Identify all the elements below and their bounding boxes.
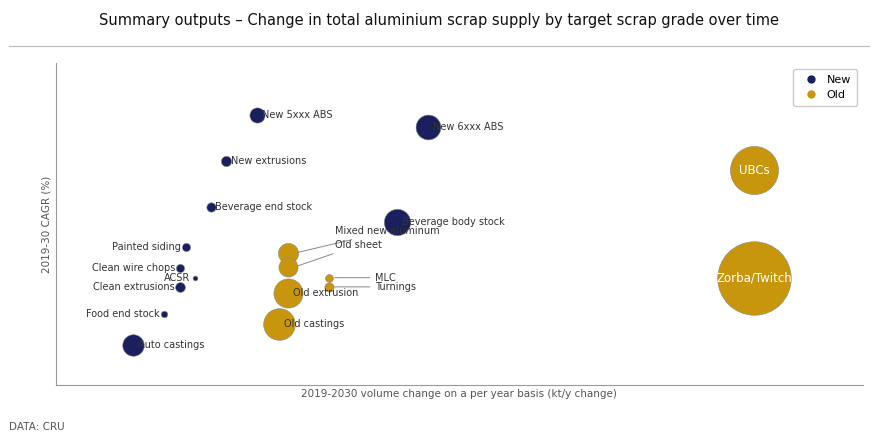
Point	[250, 112, 264, 119]
Point	[282, 250, 296, 257]
Point	[173, 283, 187, 290]
Point	[173, 265, 187, 272]
Text: Old extrusion: Old extrusion	[293, 288, 358, 298]
Point	[282, 290, 296, 296]
Text: UBCs: UBCs	[738, 164, 769, 177]
Text: New 6xxx ABS: New 6xxx ABS	[432, 123, 503, 133]
Text: ACSR: ACSR	[164, 272, 190, 283]
Point	[746, 274, 760, 281]
Text: Old castings: Old castings	[283, 319, 344, 329]
Point	[322, 274, 336, 281]
Point	[746, 167, 760, 174]
Point	[389, 219, 403, 226]
Point	[179, 244, 193, 251]
Text: Painted siding: Painted siding	[112, 242, 181, 252]
Point	[126, 342, 140, 349]
Text: Turnings: Turnings	[334, 282, 416, 292]
Text: MLC: MLC	[334, 272, 396, 283]
Text: Clean wire chops: Clean wire chops	[91, 263, 175, 273]
Point	[282, 263, 296, 270]
Text: Auto castings: Auto castings	[138, 340, 204, 350]
Text: Mixed new aluminum: Mixed new aluminum	[297, 226, 439, 252]
Point	[157, 311, 171, 318]
X-axis label: 2019-2030 volume change on a per year basis (kt/y change): 2019-2030 volume change on a per year ba…	[301, 389, 617, 399]
Point	[219, 158, 233, 165]
Text: DATA: CRU: DATA: CRU	[9, 422, 64, 432]
Y-axis label: 2019-30 CAGR (%): 2019-30 CAGR (%)	[41, 175, 51, 272]
Text: New extrusions: New extrusions	[231, 156, 306, 166]
Text: Beverage body stock: Beverage body stock	[402, 218, 504, 228]
Legend: New, Old: New, Old	[792, 68, 857, 106]
Text: Beverage end stock: Beverage end stock	[215, 202, 312, 212]
Point	[272, 320, 286, 327]
Text: Clean extrusions: Clean extrusions	[93, 282, 175, 292]
Text: Food end stock: Food end stock	[86, 310, 160, 320]
Text: Zorba/Twitch: Zorba/Twitch	[716, 271, 791, 284]
Text: Summary outputs – Change in total aluminium scrap supply by target scrap grade o: Summary outputs – Change in total alumin…	[99, 13, 778, 28]
Text: Old sheet: Old sheet	[297, 240, 381, 266]
Point	[322, 283, 336, 290]
Point	[421, 124, 435, 131]
Text: New 5xxx ABS: New 5xxx ABS	[261, 110, 332, 120]
Point	[188, 274, 202, 281]
Point	[203, 204, 217, 211]
